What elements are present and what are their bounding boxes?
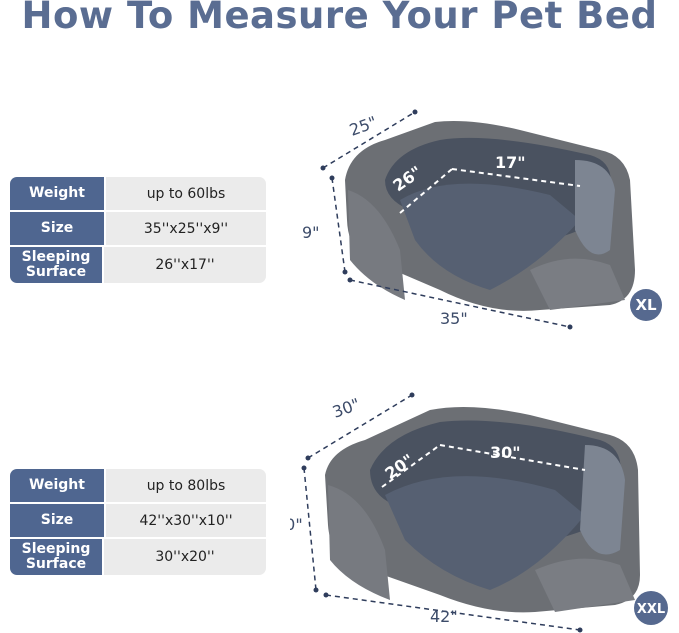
spec-row-sleeping-surface: Sleeping Surface 30''x20'' [10,539,266,575]
dimension-length: 42" [430,607,458,626]
spec-label: Weight [10,177,106,210]
pet-bed-image [345,121,635,311]
spec-value: 30''x20'' [104,539,266,575]
spec-label: Sleeping Surface [10,539,104,575]
spec-row-sleeping-surface: Sleeping Surface 26''x17'' [10,247,266,283]
spec-row-size: Size 35''x25''x9'' [10,212,266,247]
dimension-length: 35" [440,309,468,328]
spec-value: 35''x25''x9'' [106,212,266,245]
size-badge-label: XXL [637,602,665,617]
spec-table-xl: Weight up to 60lbs Size 35''x25''x9'' Slee… [10,177,266,283]
bed-illustration-xl: 25" 9" 35" 26" 17" XL [302,109,662,330]
spec-label: Weight [10,469,106,502]
dimension-height: 9" [302,223,320,242]
spec-row-weight: Weight up to 80lbs [10,469,266,504]
spec-row-weight: Weight up to 60lbs [10,177,266,212]
spec-value: 42''x30''x10'' [106,504,266,537]
dimension-width: 25" [347,112,380,139]
dimension-inner-width: 17" [495,153,526,172]
spec-value: up to 60lbs [106,177,266,210]
bed-illustration-xxl: 30" 10" 42" 20" 30" XXL [290,392,668,633]
dimension-width: 30" [330,394,363,421]
spec-table-xxl: Weight up to 80lbs Size 42''x30''x10'' Sle… [10,469,266,575]
size-badge [634,591,668,625]
page-title: How To Measure Your Pet Bed [21,0,658,37]
spec-label: Size [10,212,106,245]
spec-value: up to 80lbs [106,469,266,502]
size-badge [630,289,662,321]
size-badge-label: XL [635,296,657,314]
spec-value: 26''x17'' [104,247,266,283]
dimension-height: 10" [290,515,303,534]
spec-row-size: Size 42''x30''x10'' [10,504,266,539]
dimension-inner-width: 30" [490,443,521,462]
pet-bed-image [325,406,640,613]
spec-label: Size [10,504,106,537]
spec-label: Sleeping Surface [10,247,104,283]
